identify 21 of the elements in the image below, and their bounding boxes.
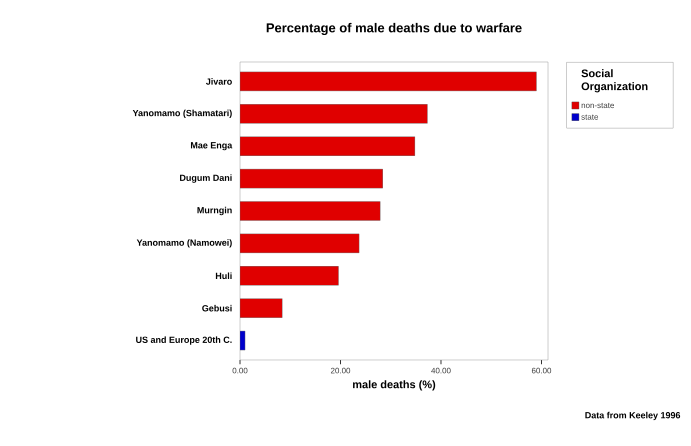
y-tick-label: Gebusi <box>202 304 232 312</box>
bar <box>240 72 537 92</box>
y-tick-label: Yanomamo (Namowei) <box>136 239 232 248</box>
bar <box>240 234 360 254</box>
text: Data from Keeley 1996 <box>585 412 680 420</box>
bar <box>240 104 428 124</box>
bar <box>240 298 282 318</box>
bar <box>240 266 339 286</box>
y-tick-label: Jivaro <box>206 78 232 85</box>
y-tick-label: Yanomamo (Shamatari) <box>132 110 232 118</box>
y-tick-label: Huli <box>216 272 232 280</box>
bar <box>240 201 380 221</box>
y-tick-label: US and Europe 20th C. <box>136 336 232 345</box>
y-tick-label: Dugum Dani <box>180 174 232 183</box>
x-axis-title: male deaths (%) <box>353 380 436 390</box>
legend-title: Social Organization <box>581 69 648 92</box>
y-tick-label: Murngin <box>197 206 232 216</box>
bar <box>240 136 416 156</box>
bar <box>240 168 383 188</box>
y-tick-label: Mae Enga <box>190 142 232 150</box>
chart-title: Percentage of male deaths due to warfare <box>266 22 522 36</box>
